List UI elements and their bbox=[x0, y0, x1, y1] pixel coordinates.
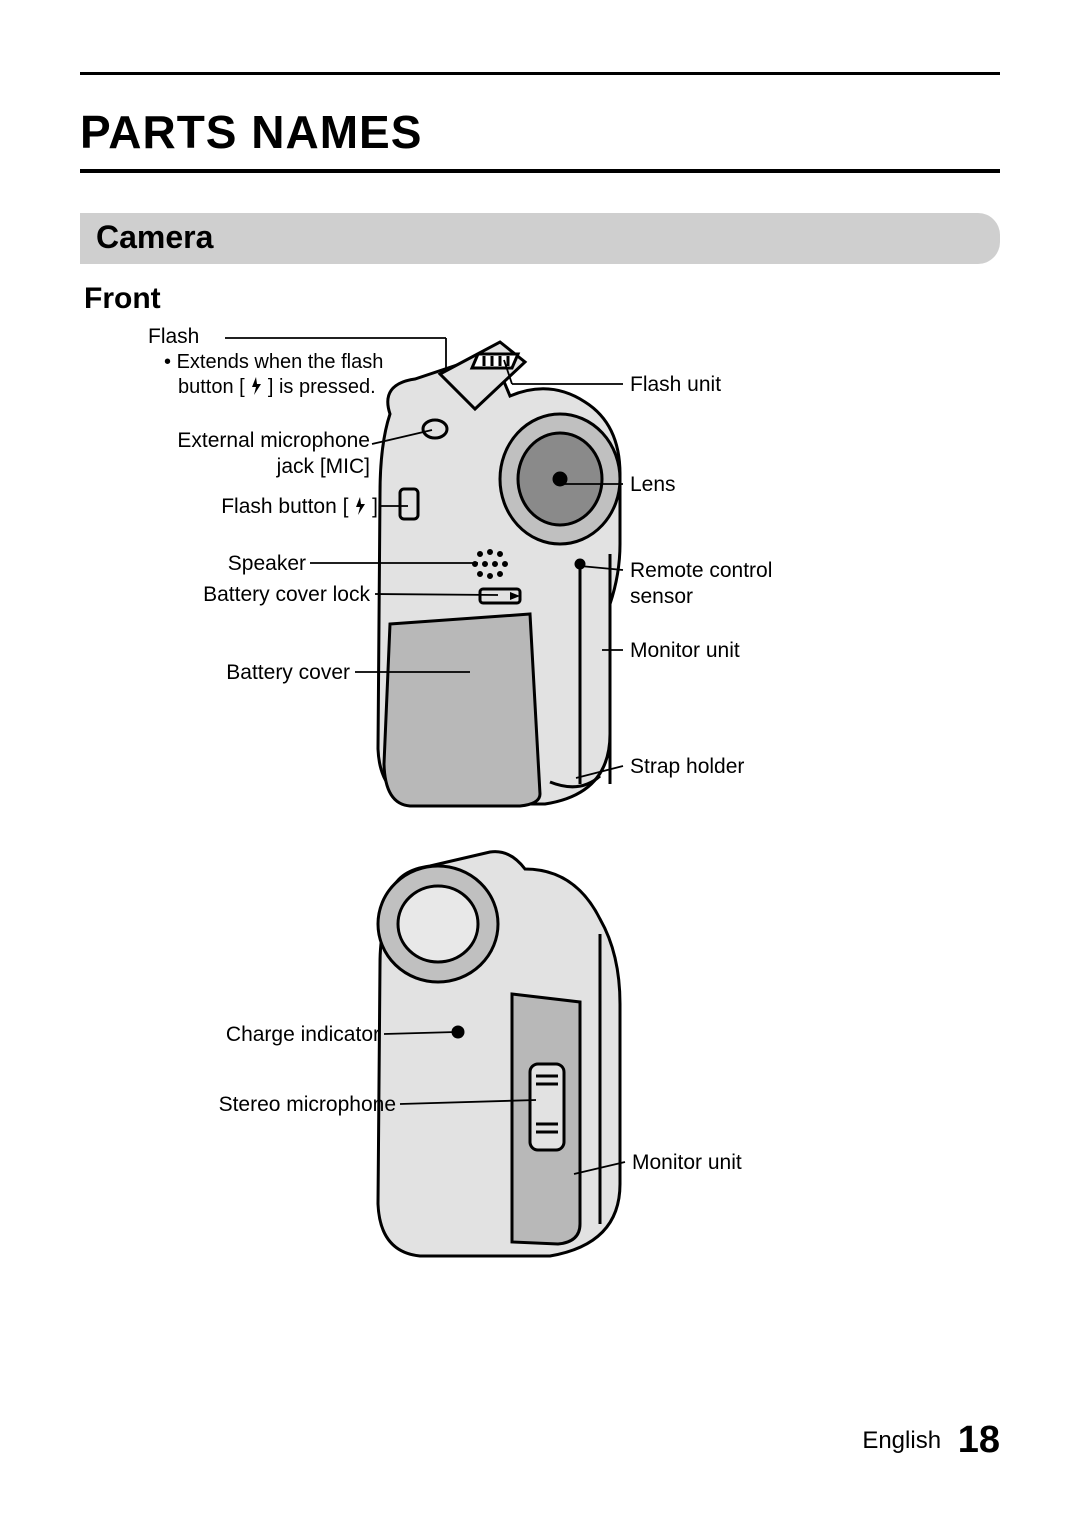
page: PARTS NAMES Camera Front bbox=[80, 72, 1000, 1462]
label-charge: Charge indicator bbox=[170, 1022, 380, 1048]
label-monitor-1: Monitor unit bbox=[630, 638, 740, 664]
label-strap: Strap holder bbox=[630, 754, 744, 780]
label-lens: Lens bbox=[630, 472, 676, 498]
rule-under-title bbox=[80, 169, 1000, 173]
rule-top bbox=[80, 72, 1000, 75]
page-footer: English 18 bbox=[862, 1419, 1000, 1462]
label-flash: Flash bbox=[148, 324, 199, 350]
label-remote: Remote control sensor bbox=[630, 558, 772, 611]
label-ext-mic: External microphone jack [MIC] bbox=[135, 428, 370, 481]
flash-icon bbox=[354, 497, 366, 515]
footer-language: English bbox=[862, 1427, 941, 1454]
label-battery-lock: Battery cover lock bbox=[130, 582, 370, 608]
label-stereo-mic: Stereo microphone bbox=[140, 1092, 396, 1118]
label-flash-text: Flash bbox=[148, 325, 199, 348]
section-banner: Camera bbox=[80, 213, 1000, 264]
footer-page-number: 18 bbox=[958, 1419, 1000, 1461]
label-flash-note: • Extends when the flash button [ ] is p… bbox=[164, 350, 383, 400]
label-monitor-2: Monitor unit bbox=[632, 1150, 742, 1176]
label-speaker: Speaker bbox=[170, 551, 306, 577]
page-title: PARTS NAMES bbox=[80, 105, 1000, 159]
subheading: Front bbox=[84, 282, 1000, 316]
flash-icon bbox=[250, 377, 262, 395]
label-battery-cover: Battery cover bbox=[170, 660, 350, 686]
label-flash-button: Flash button [ ] bbox=[120, 494, 378, 520]
diagram: Flash • Extends when the flash button [ … bbox=[80, 324, 1000, 1344]
label-flash-unit: Flash unit bbox=[630, 372, 721, 398]
